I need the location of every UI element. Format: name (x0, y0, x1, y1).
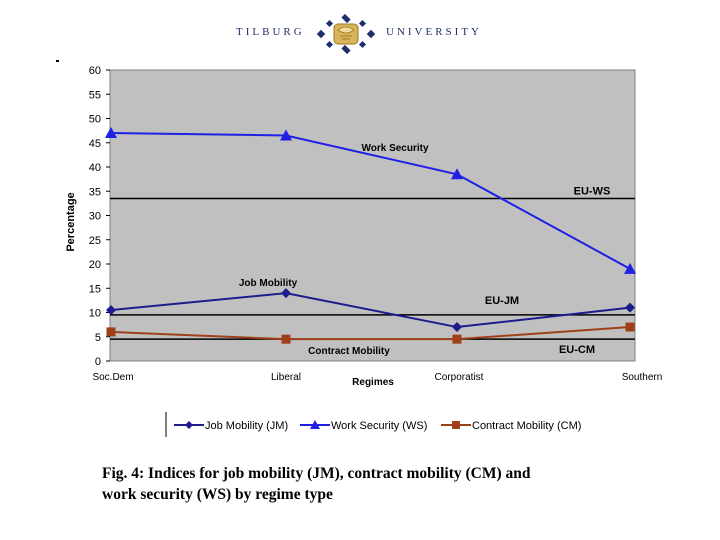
legend: Job Mobility (JM) Work Security (WS) Contr… (165, 412, 581, 437)
y-tick-label: 40 (89, 162, 101, 174)
y-tick-label: 25 (89, 235, 101, 247)
data-point (281, 288, 291, 299)
legend-label: Work Security (WS) (331, 420, 427, 432)
x-tick-label: Liberal (271, 372, 301, 383)
legend-marker (185, 421, 193, 429)
reference-line-label: EU-CM (559, 344, 595, 356)
y-tick-label: 55 (89, 89, 101, 101)
y-tick-label: 30 (89, 211, 101, 223)
data-point (452, 334, 462, 344)
figure-caption: Fig. 4: Indices for job mobility (JM), c… (102, 463, 662, 505)
data-point (625, 302, 635, 313)
reference-line-label: EU-WS (574, 186, 611, 198)
caption-line-2: work security (WS) by regime type (102, 486, 333, 503)
y-tick-label: 45 (89, 138, 101, 150)
y-tick-label: 15 (89, 283, 101, 295)
series-label: Contract Mobility (308, 346, 390, 357)
data-point (624, 262, 636, 274)
y-tick-label: 5 (95, 332, 101, 344)
data-point (106, 327, 116, 337)
legend-marker (310, 420, 320, 429)
university-name-right: UNIVERSITY (386, 26, 482, 38)
reference-line-label: EU-JM (485, 295, 519, 307)
tilburg-crest-icon (316, 14, 376, 54)
y-tick-label: 35 (89, 186, 101, 198)
series-line (110, 132, 631, 270)
legend-label: Job Mobility (JM) (205, 420, 288, 432)
data-point (452, 322, 462, 333)
plot-area (109, 69, 636, 362)
data-point (106, 305, 116, 316)
university-header: TILBURG UNIVERSITY (0, 0, 720, 60)
y-axis-title: Percentage (65, 192, 77, 251)
series-line (110, 292, 631, 329)
university-name-left: TILBURG (236, 26, 305, 38)
x-tick-label: Corporatist (435, 372, 484, 383)
data-point (281, 334, 291, 344)
data-point (280, 129, 292, 141)
caption-line-1: Fig. 4: Indices for job mobility (JM), c… (102, 465, 531, 482)
legend-label: Contract Mobility (CM) (472, 420, 581, 432)
x-axis-title: Regimes (352, 377, 394, 388)
series-label: Job Mobility (239, 278, 298, 289)
y-tick-label: 0 (95, 356, 101, 368)
y-tick-label: 50 (89, 114, 101, 126)
x-tick-label: Soc.Dem (92, 372, 133, 383)
series-line (110, 326, 631, 341)
y-tick-label: 60 (89, 65, 101, 77)
series-label: Work Security (361, 143, 428, 154)
x-tick-label: Southern (622, 372, 663, 383)
stray-mark (56, 60, 59, 62)
y-tick-label: 10 (89, 308, 101, 320)
data-point (625, 322, 635, 332)
job-mobility-chart: 0 5 10 15 20 25 30 35 40 45 50 55 60 EU-WS EU-JM EU-CM… (65, 65, 663, 437)
data-point (105, 127, 117, 139)
legend-marker (452, 421, 460, 429)
y-tick-label: 20 (89, 259, 101, 271)
data-point (451, 168, 463, 180)
